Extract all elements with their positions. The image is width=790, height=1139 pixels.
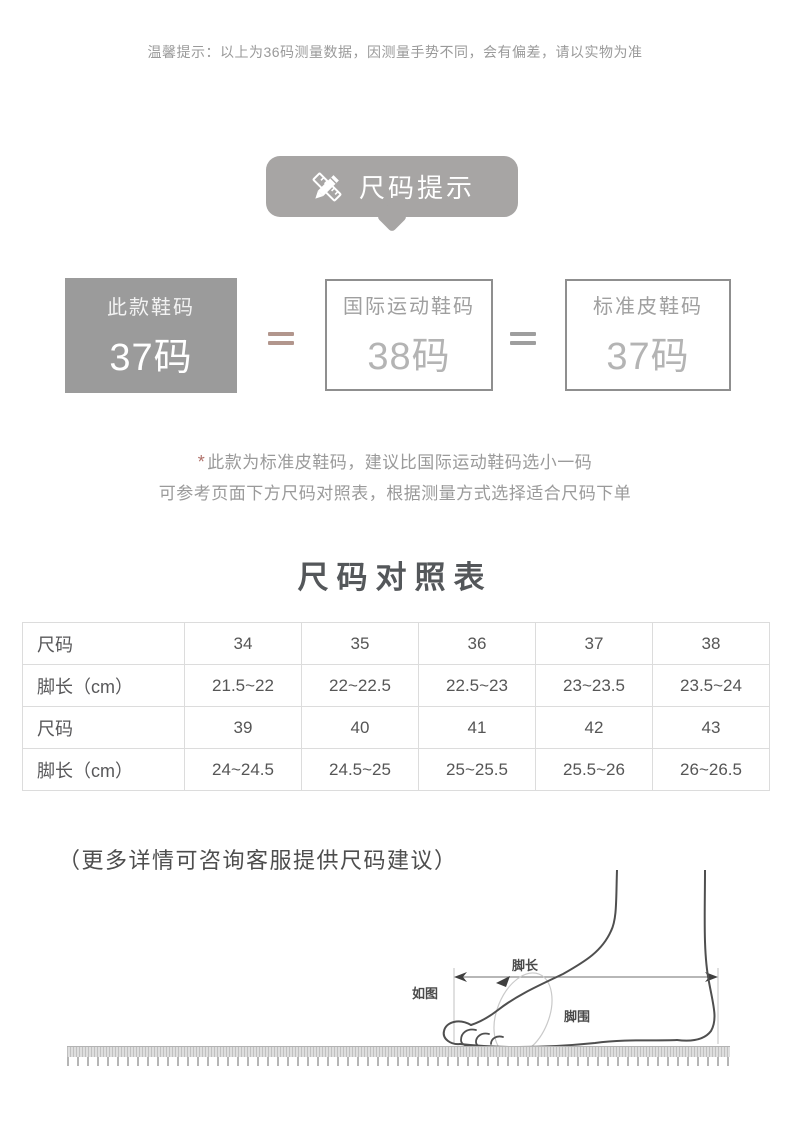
table-cell: 43 [652, 706, 770, 749]
table-cell: 26~26.5 [652, 748, 770, 791]
table-cell: 25.5~26 [535, 748, 653, 791]
size-tip-badge: 尺码提示 [266, 156, 518, 233]
ruler-pencil-icon [312, 172, 342, 201]
table-cell: 37 [535, 622, 653, 665]
size-advice-text1: 此款为标准皮鞋码，建议比国际运动鞋码选小一码 [207, 453, 593, 472]
equals-sign-1 [268, 332, 294, 345]
this-item-size-value: 37码 [109, 336, 193, 379]
size-advice-line1: * 此款为标准皮鞋码，建议比国际运动鞋码选小一码 [0, 448, 790, 473]
foot-measure-diagram: 脚长 如图 脚围 [412, 870, 719, 1048]
table-cell: 21.5~22 [184, 664, 302, 707]
size-table: 尺码 34 35 36 37 38 脚长（cm） 21.5~22 22~22.5… [22, 622, 770, 791]
size-advice-line2: 可参考页面下方尺码对照表，根据测量方式选择适合尺码下单 [158, 484, 632, 503]
table-cell: 尺码 [22, 622, 185, 665]
table-cell: 41 [418, 706, 536, 749]
table-cell: 24~24.5 [184, 748, 302, 791]
international-size-label: 国际运动鞋码 [343, 296, 475, 318]
asterisk-mark: * [197, 452, 206, 472]
equals-sign-2 [510, 332, 536, 345]
foot-length-label: 脚长 [512, 958, 539, 973]
foot-girth-label: 脚围 [564, 1009, 590, 1024]
measurement-disclaimer: 温馨提示：以上为36码测量数据，因测量手势不同，会有偏差，请以实物为准 [147, 44, 643, 60]
table-cell: 脚长（cm） [22, 748, 185, 791]
table-cell: 24.5~25 [301, 748, 419, 791]
table-cell: 25~25.5 [418, 748, 536, 791]
ruler-ticks [67, 1057, 730, 1066]
table-row: 脚长（cm） 21.5~22 22~22.5 22.5~23 23~23.5 2… [22, 664, 770, 707]
table-cell: 脚长（cm） [22, 664, 185, 707]
ruler-band [67, 1046, 730, 1057]
international-size-box: 国际运动鞋码 38码 [325, 279, 493, 391]
table-cell: 35 [301, 622, 419, 665]
table-cell: 22~22.5 [301, 664, 419, 707]
as-shown-label: 如图 [412, 986, 438, 1001]
table-cell: 42 [535, 706, 653, 749]
this-item-size-box: 此款鞋码 37码 [65, 278, 237, 393]
table-cell: 22.5~23 [418, 664, 536, 707]
table-cell: 39 [184, 706, 302, 749]
this-item-size-label: 此款鞋码 [107, 296, 195, 319]
table-row: 脚长（cm） 24~24.5 24.5~25 25~25.5 25.5~26 2… [22, 748, 770, 791]
table-cell: 23~23.5 [535, 664, 653, 707]
badge-label: 尺码提示 [358, 173, 475, 203]
badge-pointer [376, 201, 408, 233]
standard-size-value: 37码 [606, 336, 690, 378]
girth-arrow-icon [496, 976, 510, 987]
customer-service-note: （更多详情可咨询客服提供尺码建议） [58, 848, 458, 873]
standard-size-label: 标准皮鞋码 [593, 296, 703, 318]
table-cell: 23.5~24 [652, 664, 770, 707]
table-cell: 尺码 [22, 706, 185, 749]
girth-tape-ellipse [493, 972, 553, 1048]
table-row: 尺码 39 40 41 42 43 [22, 706, 770, 749]
table-row: 尺码 34 35 36 37 38 [22, 622, 770, 665]
arrow-left-icon [454, 972, 467, 982]
international-size-value: 38码 [367, 336, 451, 378]
table-cell: 40 [301, 706, 419, 749]
table-cell: 38 [652, 622, 770, 665]
size-chart-title: 尺码对照表 [297, 560, 493, 595]
table-cell: 36 [418, 622, 536, 665]
standard-size-box: 标准皮鞋码 37码 [565, 279, 731, 391]
table-cell: 34 [184, 622, 302, 665]
